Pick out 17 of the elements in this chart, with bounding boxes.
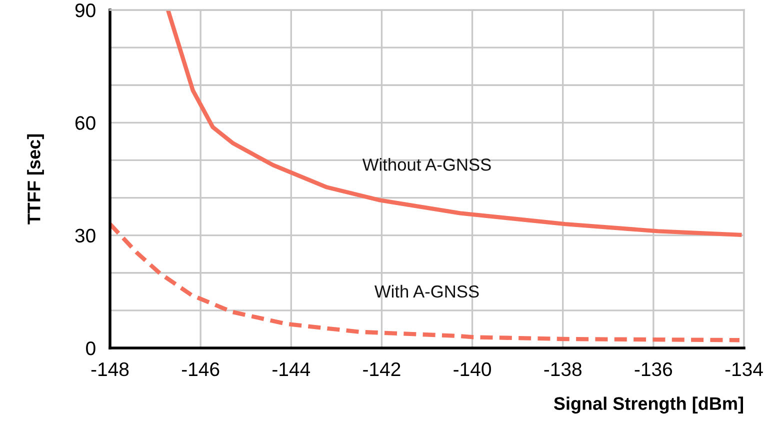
x-tick-label: -146 — [182, 362, 220, 376]
x-tick-label: -144 — [272, 362, 310, 376]
y-tick-label: 30 — [75, 228, 96, 243]
x-axis-title: Signal Strength [dBm] — [554, 396, 743, 414]
line-series — [166, 10, 744, 238]
x-tick-label: -140 — [454, 362, 491, 376]
x-tick-label: -148 — [91, 362, 129, 376]
x-tick-label: -136 — [634, 362, 672, 376]
y-axis-title: TTFF [sec] — [27, 134, 44, 224]
x-tick-label: -142 — [363, 362, 400, 376]
y-tick-label: 60 — [75, 116, 96, 130]
series-label: Without A-GNSS — [362, 158, 491, 171]
y-tick-label: 90 — [75, 3, 96, 18]
y-tick-label: 0 — [86, 341, 96, 356]
text: With A-GNSS — [374, 284, 479, 298]
x-tick-label: -138 — [544, 362, 582, 376]
x-tick-label: -134 — [725, 362, 763, 376]
